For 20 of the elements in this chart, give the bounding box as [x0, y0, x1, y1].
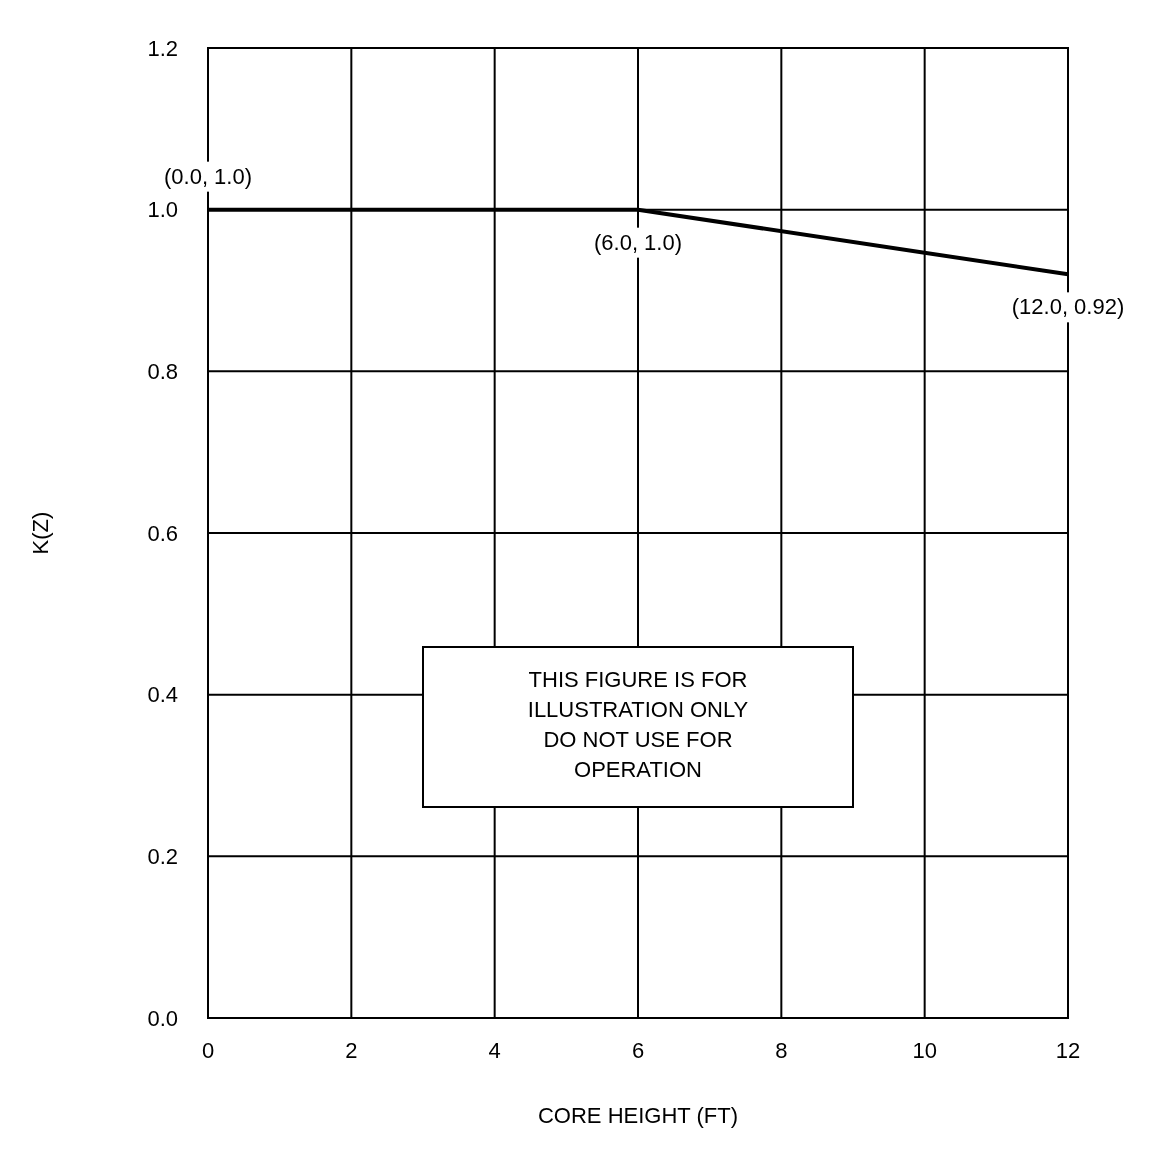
x-axis-title: CORE HEIGHT (FT) [537, 1103, 739, 1128]
x-tick-label: 6 [631, 1038, 645, 1063]
x-tick-label: 4 [488, 1038, 501, 1063]
y-tick-label: 1.0 [147, 197, 178, 223]
y-axis-title: K(Z) [28, 511, 53, 555]
annotation: (0.0, 1.0) [163, 163, 253, 189]
y-tick-label: 0.0 [147, 1005, 178, 1031]
annotation: (6.0, 1.0) [593, 229, 683, 255]
annotation: (12.0, 0.92) [1011, 294, 1125, 320]
x-tick-label: 0 [201, 1038, 215, 1063]
y-tick-label: 0.8 [147, 359, 178, 385]
annotation: THIS FIGURE IS FOR ILLUSTRATION ONLY DO NOT USE FOR OPERATION [527, 667, 749, 782]
y-tick-label: 0.6 [147, 520, 178, 546]
y-tick-label: 0.2 [147, 844, 178, 870]
y-tick-label: 0.4 [147, 682, 178, 708]
x-tick-label: 8 [775, 1038, 788, 1063]
x-tick-label: 2 [345, 1038, 358, 1063]
x-tick-label: 12 [1055, 1038, 1081, 1063]
y-tick-label: 1.2 [147, 35, 178, 61]
x-tick-label: 10 [912, 1038, 937, 1063]
